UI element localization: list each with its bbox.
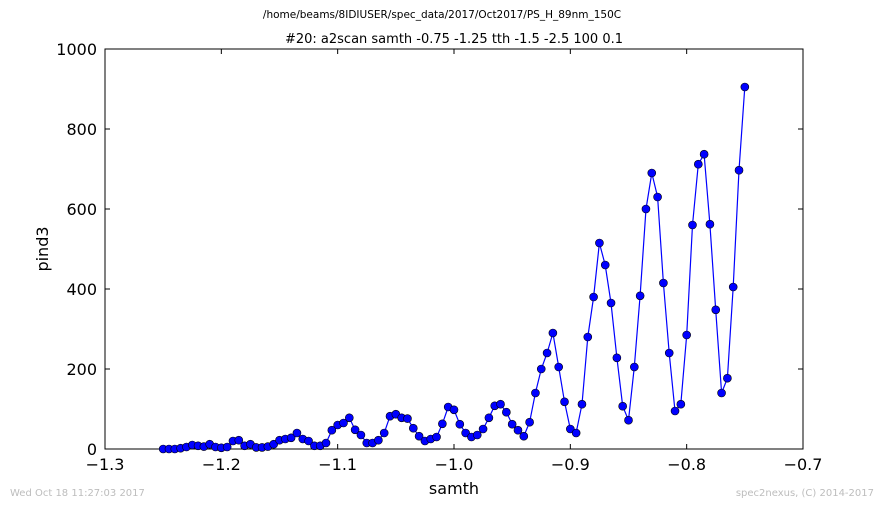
data-point: [234, 435, 244, 445]
x-tick-label: −1.2: [202, 455, 241, 474]
data-point: [600, 260, 610, 270]
data-point: [502, 407, 511, 417]
data-point: [659, 278, 668, 288]
data-point: [589, 292, 598, 302]
data-point: [496, 399, 505, 409]
data-point: [531, 388, 540, 398]
data-point: [728, 282, 738, 292]
y-tick-label: 1000: [56, 40, 97, 59]
data-point: [595, 238, 604, 248]
data-point: [566, 424, 575, 434]
data-point: [711, 305, 721, 315]
data-point: [606, 298, 616, 308]
data-point: [612, 353, 622, 363]
x-tick-label: −1.3: [86, 455, 125, 474]
y-axis-label: pind3: [33, 226, 52, 271]
x-tick-label: −0.8: [667, 455, 706, 474]
data-point: [507, 419, 517, 429]
data-point: [339, 418, 348, 428]
x-tick-label: −1.1: [318, 455, 357, 474]
data-point: [734, 165, 744, 175]
data-point: [635, 291, 645, 301]
data-point: [670, 406, 680, 416]
data-point: [705, 219, 715, 229]
file-path-title: /home/beams/8IDIUSER/spec_data/2017/Oct2…: [262, 9, 622, 21]
data-point: [356, 430, 366, 440]
data-point: [269, 439, 278, 449]
data-point: [688, 220, 697, 230]
data-point: [560, 397, 569, 407]
chart-title: #20: a2scan samth -0.75 -1.25 tth -1.5 -…: [285, 32, 623, 47]
x-tick-label: −0.9: [551, 455, 590, 474]
copyright-label: spec2nexus, (C) 2014-2017: [735, 488, 874, 499]
x-tick-label: −1.0: [435, 455, 474, 474]
data-point: [513, 425, 523, 435]
data-point: [472, 430, 482, 440]
data-point: [699, 149, 709, 159]
data-point: [403, 414, 412, 423]
data-point: [542, 348, 552, 358]
data-point: [449, 405, 459, 415]
data-point: [292, 428, 302, 438]
y-tick-label: 800: [66, 120, 97, 139]
data-point: [723, 373, 732, 383]
data-point: [484, 413, 494, 423]
data-point: [682, 330, 691, 340]
data-point: [379, 428, 389, 438]
data-point: [414, 431, 424, 441]
y-tick-label: 400: [66, 280, 97, 299]
data-point: [583, 332, 593, 342]
data-point: [554, 362, 564, 372]
data-point: [478, 424, 488, 434]
series-line: [163, 86, 746, 450]
data-point: [740, 82, 750, 92]
data-point: [571, 428, 581, 438]
plot-frame: [104, 48, 804, 450]
data-point: [222, 442, 232, 452]
data-point: [577, 399, 587, 409]
data-point: [548, 328, 558, 338]
data-point: [653, 192, 662, 202]
y-tick-label: 200: [66, 360, 97, 379]
data-point: [286, 433, 296, 443]
data-point: [618, 401, 627, 411]
data-point: [432, 432, 441, 442]
y-tick-label: 600: [66, 200, 97, 219]
data-point: [304, 436, 313, 446]
data-point: [350, 425, 360, 435]
data-point: [664, 348, 674, 358]
data-point: [717, 388, 726, 398]
data-point: [327, 425, 337, 435]
y-tick-label: 0: [87, 440, 97, 459]
data-point: [455, 419, 465, 429]
data-point: [676, 399, 686, 409]
data-point: [519, 431, 529, 441]
data-point: [321, 438, 331, 448]
data-point: [438, 419, 447, 429]
data-point: [647, 168, 657, 178]
data-point: [374, 435, 383, 445]
x-tick-label: −0.7: [784, 455, 823, 474]
timestamp-label: Wed Oct 18 11:27:03 2017: [10, 488, 145, 499]
data-point: [641, 204, 651, 214]
data-point: [693, 159, 703, 169]
data-point: [624, 415, 633, 425]
data-point: [536, 364, 546, 374]
x-axis-label: samth: [429, 479, 479, 498]
data-point: [344, 413, 354, 423]
data-point: [630, 362, 639, 372]
data-point: [525, 417, 534, 427]
data-point: [461, 428, 470, 438]
data-point: [408, 423, 418, 433]
